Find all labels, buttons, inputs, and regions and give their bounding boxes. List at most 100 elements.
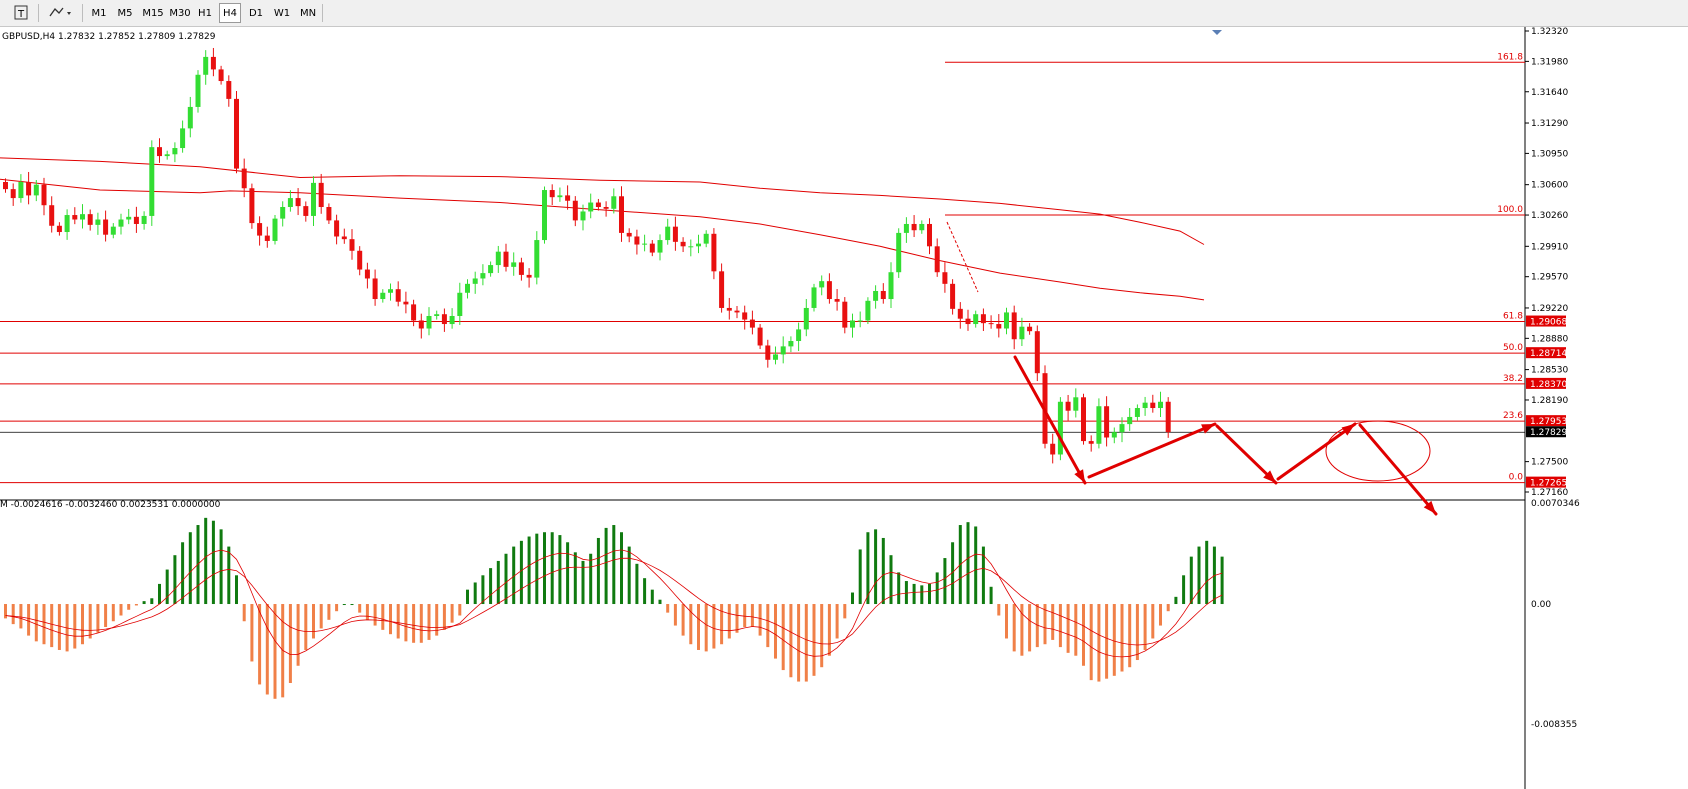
- macd-bar: [242, 604, 246, 622]
- macd-bar: [412, 604, 416, 643]
- timeframe-d1-button[interactable]: D1: [248, 8, 264, 19]
- target-ellipse: [1325, 420, 1431, 482]
- candle: [234, 91, 239, 174]
- macd-bar: [1097, 604, 1101, 682]
- candle: [696, 234, 701, 254]
- macd-bar: [1035, 604, 1039, 648]
- candle: [927, 218, 932, 255]
- macd-bar: [866, 532, 870, 605]
- macd-bar: [450, 604, 454, 623]
- candle: [203, 50, 209, 85]
- macd-bar: [235, 575, 238, 605]
- macd-bar: [627, 546, 631, 605]
- macd-bar: [1082, 604, 1085, 666]
- candle: [1088, 435, 1094, 452]
- fib-price-tag-label: 1.29068: [1530, 318, 1567, 328]
- macd-bar: [720, 604, 724, 645]
- candle: [934, 238, 940, 277]
- price-chart[interactable]: 1.32320 1.31980 1.31640 1.31290 1.30950 1.306…: [0, 27, 1688, 789]
- macd-bar: [250, 604, 254, 662]
- macd-bar: [134, 604, 138, 606]
- candle: [672, 216, 678, 251]
- macd-bar: [989, 586, 993, 605]
- fib-price-tag: [1526, 377, 1566, 389]
- timeframe-m5-button[interactable]: M5: [117, 8, 133, 19]
- current-price-label: 1.27829: [1530, 428, 1567, 438]
- timeframe-h4-button[interactable]: H4: [219, 3, 241, 23]
- candle: [534, 231, 540, 285]
- timeframe-m1-button[interactable]: M1: [91, 8, 107, 19]
- candle: [180, 120, 186, 153]
- candle: [172, 142, 178, 163]
- macd-bar: [704, 604, 708, 652]
- macd-bar: [612, 525, 616, 605]
- macd-bar: [389, 604, 392, 635]
- timeframe-w1-button[interactable]: W1: [273, 8, 291, 19]
- candle: [1150, 394, 1156, 413]
- macd-bar: [935, 572, 939, 605]
- macd-bar: [581, 560, 585, 605]
- candle: [380, 289, 386, 303]
- macd-bar: [920, 585, 924, 605]
- macd-bar: [889, 555, 893, 605]
- macd-bar: [1028, 604, 1032, 652]
- candle: [1119, 417, 1125, 443]
- macd-bar: [1112, 604, 1116, 676]
- candle: [472, 271, 478, 294]
- candle: [803, 299, 809, 337]
- timeframe-mn-button[interactable]: MN: [299, 8, 317, 19]
- macd-bar: [27, 604, 31, 636]
- price-tick-label: 1.28530: [1531, 366, 1568, 376]
- candle: [965, 309, 971, 331]
- candle: [303, 201, 309, 222]
- candle: [557, 187, 563, 202]
- candle: [1111, 427, 1117, 444]
- macd-bar: [504, 553, 508, 605]
- macd-bar: [697, 604, 700, 650]
- fib-level-label: 161.8: [1497, 52, 1523, 62]
- macd-bar: [851, 592, 854, 605]
- macd-bar: [689, 604, 693, 645]
- macd-bar: [943, 558, 947, 605]
- candle: [680, 237, 686, 253]
- timeframe-m15-button[interactable]: M15: [142, 8, 164, 19]
- macd-bar: [881, 537, 885, 605]
- price-tick-label: 1.27500: [1531, 458, 1568, 468]
- candle: [1011, 305, 1017, 350]
- candle: [1134, 404, 1140, 421]
- macd-bar: [650, 589, 654, 605]
- macd-bar: [204, 517, 208, 605]
- macd-bar: [573, 552, 577, 605]
- macd-bar: [589, 553, 593, 605]
- macd-bar: [912, 583, 916, 605]
- candle: [880, 283, 886, 304]
- candle: [218, 65, 224, 85]
- candle: [973, 310, 979, 328]
- macd-bar: [566, 542, 570, 605]
- price-tick-label: 1.30600: [1531, 181, 1568, 191]
- candle: [1158, 391, 1163, 417]
- macd-bar: [489, 568, 493, 605]
- timeframe-m30-button[interactable]: M30: [169, 8, 191, 19]
- candle: [441, 308, 447, 332]
- candle: [996, 314, 1002, 338]
- candle: [1027, 323, 1033, 335]
- candle: [403, 291, 409, 314]
- candle: [1050, 433, 1056, 464]
- price-tick-label: 1.31640: [1531, 88, 1568, 98]
- macd-bar: [42, 604, 46, 645]
- macd-bar: [835, 604, 839, 639]
- macd-bar: [158, 583, 161, 605]
- shapes-tool-icon[interactable]: [46, 3, 76, 23]
- macd-bar: [57, 604, 61, 650]
- candle: [133, 206, 139, 233]
- macd-bar: [1020, 604, 1024, 656]
- timeframe-h1-button[interactable]: H1: [198, 8, 212, 19]
- candle: [950, 279, 956, 315]
- macd-bar: [797, 604, 801, 682]
- macd-signal-line: [5, 557, 1223, 646]
- macd-bar: [712, 604, 716, 649]
- scroll-marker-icon: [1212, 30, 1222, 35]
- text-tool-icon[interactable]: T: [10, 3, 32, 23]
- macd-bar: [81, 604, 84, 645]
